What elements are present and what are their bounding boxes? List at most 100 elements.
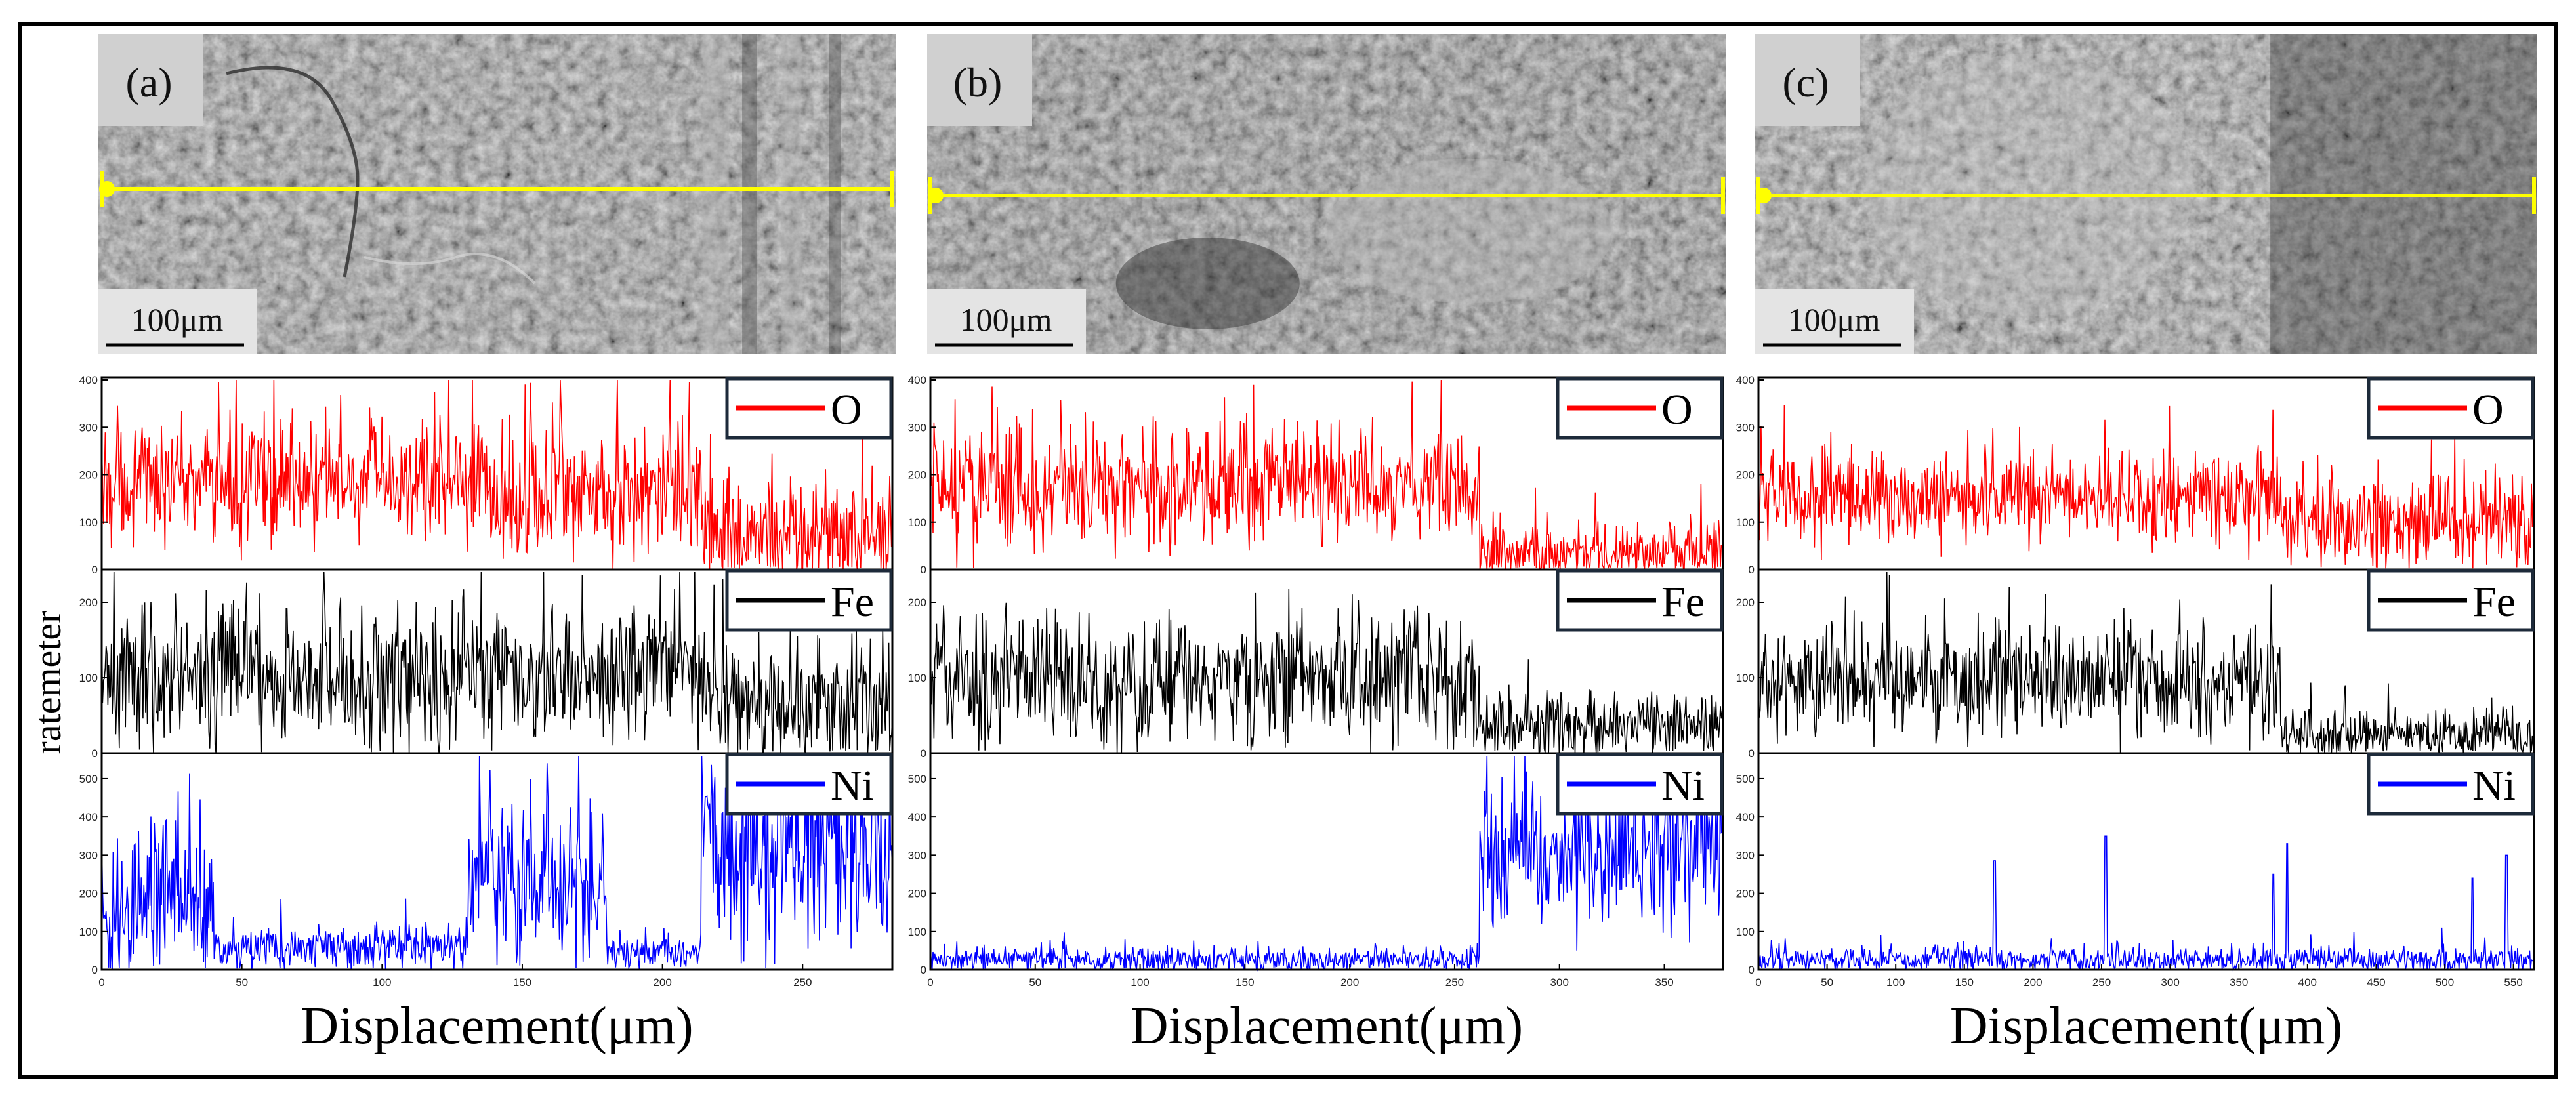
x-tick-label: 50	[236, 976, 248, 989]
y-tick-label: 400	[79, 374, 98, 386]
series-Fe: 0 100 200 Fe	[79, 568, 894, 760]
scale-bar-label: 100μm	[131, 301, 224, 338]
sem-bright-region	[1325, 159, 1614, 303]
x-tick-label: 550	[2504, 976, 2522, 989]
y-axis-label: ratemeter	[26, 611, 69, 754]
y-tick-label: 200	[1736, 469, 1755, 482]
y-tick-label: 0	[921, 964, 926, 976]
x-tick-label: 350	[2230, 976, 2248, 989]
panel-label-box	[927, 34, 1032, 126]
legend-label-O: O	[2472, 386, 2504, 434]
x-tick-label: 250	[1445, 976, 1464, 989]
legend-O: O	[2367, 377, 2535, 440]
y-tick-label: 300	[1736, 421, 1755, 434]
trace-Fe	[930, 589, 1724, 753]
x-tick-label: 300	[1550, 976, 1569, 989]
x-tick-label: 450	[2367, 976, 2385, 989]
x-tick-label: 150	[513, 976, 531, 989]
y-tick-label: 100	[1736, 672, 1755, 684]
series-Ni: 0 100 200 300 400 500 Ni	[79, 752, 894, 976]
y-tick-label: 100	[79, 926, 98, 938]
legend-Ni: Ni	[725, 753, 893, 816]
legend-label-Fe: Fe	[1661, 578, 1705, 626]
scale-bar-label: 100μm	[960, 301, 1052, 338]
y-tick-label: 300	[908, 849, 926, 861]
legend-O: O	[1556, 377, 1724, 440]
series-O: 0 100 200 300 400 O	[79, 374, 894, 576]
x-tick-label: 150	[1955, 976, 1974, 989]
sem-streak	[829, 34, 841, 354]
scan-line-marker	[99, 181, 115, 197]
scale-bar-box	[98, 289, 257, 354]
panel-label-box	[1755, 34, 1860, 126]
x-axis-label: Displacement(μm)	[301, 997, 693, 1055]
series-Fe: 0 100 200 Fe	[908, 568, 1724, 760]
x-axis-label: Displacement(μm)	[1131, 997, 1523, 1055]
x-tick-label: 200	[653, 976, 671, 989]
y-tick-label: 400	[908, 811, 926, 823]
x-axis-label: Displacement(μm)	[1950, 997, 2342, 1055]
panel-label: (b)	[953, 59, 1003, 106]
panel-b: (b) 100μm 0 100 200 300 400 O 0 100 200 Fe 0 100 200 30…	[908, 34, 1726, 1055]
trace-Fe	[101, 571, 893, 753]
sem-crack	[364, 253, 536, 285]
legend-label-Ni: Ni	[1661, 762, 1705, 810]
trace-O	[1758, 405, 2535, 569]
y-tick-label: 200	[79, 469, 98, 482]
y-tick-label: 300	[79, 421, 98, 434]
x-tick-label: 100	[1131, 976, 1149, 989]
legend-Ni: Ni	[2367, 753, 2535, 816]
sem-streak	[781, 34, 802, 354]
series-Ni: 0 100 200 300 400 500 Ni	[908, 752, 1724, 976]
scan-line-marker	[1756, 188, 1772, 203]
x-tick-label: 100	[373, 976, 391, 989]
legend-label-Ni: Ni	[831, 762, 874, 810]
y-tick-label: 500	[1736, 773, 1755, 785]
x-tick-label: 250	[2092, 976, 2111, 989]
y-tick-label: 100	[1736, 926, 1755, 938]
legend-Fe: Fe	[2367, 569, 2535, 632]
y-tick-label: 400	[908, 374, 926, 386]
legend-Fe: Fe	[1556, 569, 1724, 632]
legend-Fe: Fe	[725, 569, 893, 632]
y-tick-label: 100	[79, 672, 98, 684]
plot-frame	[929, 752, 1724, 971]
y-tick-label: 200	[908, 469, 926, 482]
legend-O: O	[725, 377, 893, 440]
panel-label-box	[98, 34, 203, 126]
y-tick-label: 100	[908, 926, 926, 938]
legend-label-Fe: Fe	[2472, 578, 2516, 626]
sem-streak	[742, 34, 757, 354]
x-tick-label: 200	[1340, 976, 1359, 989]
series-O: 0 100 200 300 400 O	[1736, 374, 2535, 576]
y-tick-label: 500	[908, 773, 926, 785]
scale-bar-box	[1755, 289, 1914, 354]
x-tick-label: 200	[2024, 976, 2042, 989]
panel-a: (a) 100μm 0 100 200 300 400 O 0 100 200 Fe 0 100 200 30…	[79, 34, 896, 1055]
y-tick-label: 100	[908, 516, 926, 529]
y-tick-label: 0	[1749, 747, 1755, 760]
y-tick-label: 0	[921, 564, 926, 576]
x-tick-label: 300	[2161, 976, 2179, 989]
legend-Ni: Ni	[1556, 753, 1724, 816]
y-tick-label: 200	[79, 596, 98, 609]
panel-label: (c)	[1782, 59, 1829, 106]
trace-O	[930, 379, 1724, 571]
y-tick-label: 300	[908, 421, 926, 434]
legend-label-O: O	[1661, 386, 1693, 434]
y-tick-label: 100	[1736, 516, 1755, 529]
y-tick-label: 0	[92, 564, 98, 576]
x-tick-label: 150	[1236, 976, 1254, 989]
y-tick-label: 0	[92, 747, 98, 760]
y-tick-label: 200	[79, 888, 98, 900]
y-tick-label: 200	[1736, 888, 1755, 900]
x-tick-label: 100	[1886, 976, 1905, 989]
sem-bright-region	[1865, 54, 2194, 316]
x-tick-label: 350	[1655, 976, 1673, 989]
y-tick-label: 400	[1736, 811, 1755, 823]
sem-streak	[702, 34, 729, 354]
y-tick-label: 200	[908, 888, 926, 900]
x-tick-label: 250	[793, 976, 812, 989]
y-tick-label: 0	[92, 964, 98, 976]
